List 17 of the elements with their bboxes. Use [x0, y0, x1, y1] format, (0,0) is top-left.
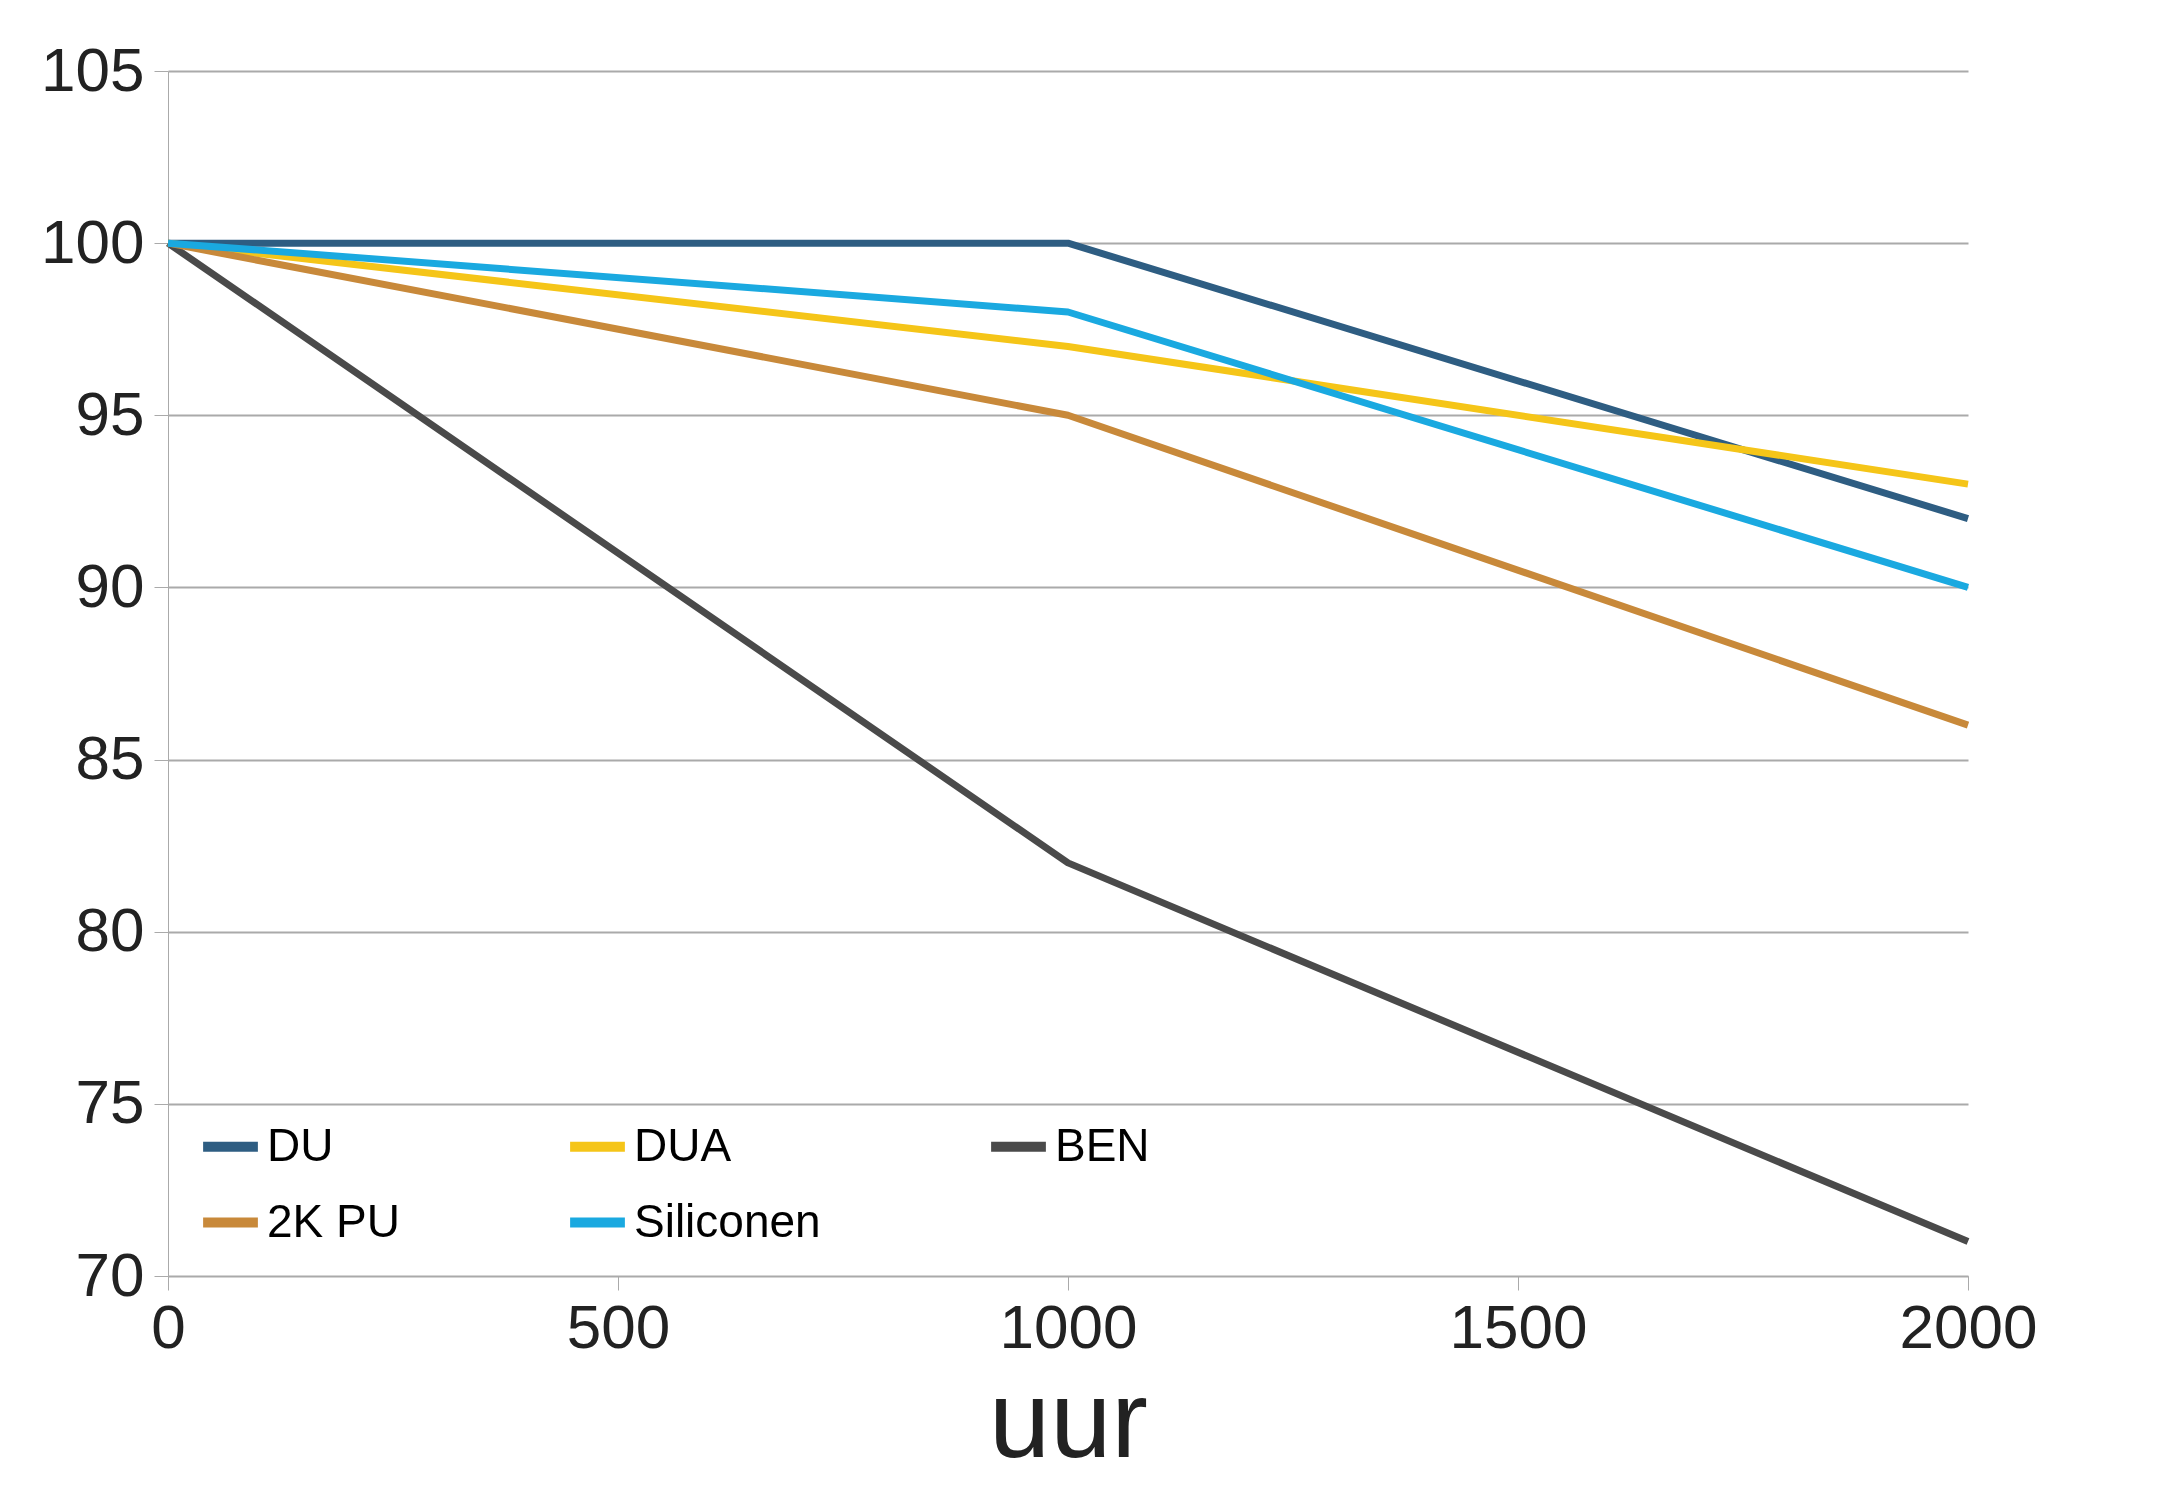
y-tick-label: 75: [75, 1067, 145, 1137]
y-tick-label: 100: [41, 206, 145, 276]
y-tick-label: 85: [75, 723, 145, 793]
x-tick-label: 2000: [1899, 1291, 2038, 1361]
y-tick-label: 95: [75, 378, 145, 448]
x-tick-label: 500: [566, 1291, 671, 1361]
x-tick-label: 0: [151, 1291, 186, 1361]
y-tick-label: 105: [41, 34, 145, 104]
legend-label: DUA: [634, 1118, 732, 1171]
legend-label: 2K PU: [267, 1194, 400, 1247]
y-tick-label: 80: [75, 895, 145, 965]
x-tick-label: 1500: [1449, 1291, 1588, 1361]
y-tick-label: 90: [75, 550, 145, 620]
legend-label: BEN: [1055, 1118, 1150, 1171]
legend-label: Siliconen: [634, 1194, 821, 1247]
legend-label: DU: [267, 1118, 334, 1171]
y-tick-label: 70: [75, 1239, 145, 1309]
